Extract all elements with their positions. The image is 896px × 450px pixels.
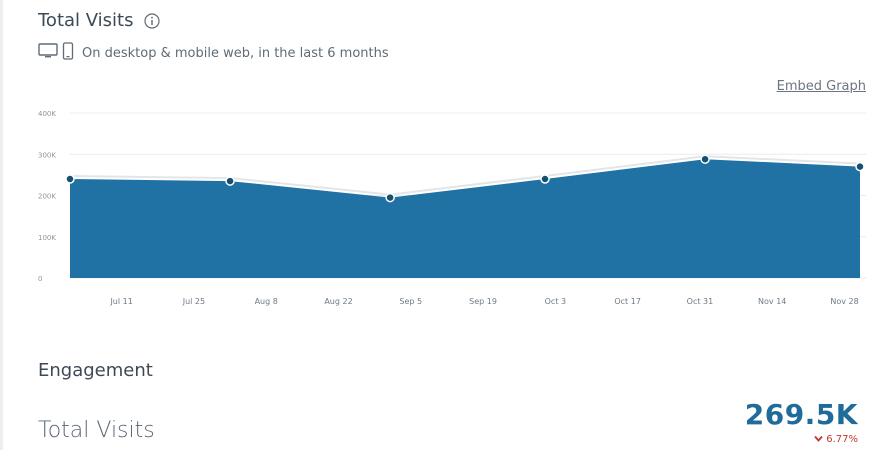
visits-area-chart: 0 100K 200K 300K 400K Jul 11 Jul 25 Aug 8 Aug 22… xyxy=(38,110,866,306)
left-border xyxy=(0,0,3,450)
x-tick-label: Nov 28 xyxy=(830,297,858,306)
total-visits-label: Total Visits xyxy=(38,418,155,443)
chart-header: Total Visits xyxy=(38,10,160,31)
total-visits-value: 269.5K xyxy=(744,398,858,431)
chevron-down-icon xyxy=(814,434,823,445)
chart-subtitle: On desktop & mobile web, in the last 6 m… xyxy=(82,45,389,61)
y-tick-label: 200K xyxy=(38,193,56,201)
embed-graph-link[interactable]: Embed Graph xyxy=(776,79,866,94)
y-tick-label: 400K xyxy=(38,110,56,118)
data-point xyxy=(65,174,75,184)
x-tick-label: Aug 8 xyxy=(255,297,278,306)
data-point xyxy=(540,174,550,184)
x-tick-label: Nov 14 xyxy=(758,297,786,306)
data-point xyxy=(385,192,395,203)
x-tick-label: Jul 25 xyxy=(182,297,205,306)
x-tick-label: Oct 3 xyxy=(545,297,566,306)
data-point xyxy=(225,176,235,186)
y-tick-label: 0 xyxy=(38,275,42,283)
area-halo xyxy=(69,155,861,196)
desktop-icon xyxy=(38,43,58,63)
total-visits-change: 6.77% xyxy=(814,434,858,445)
y-tick-label: 300K xyxy=(38,151,56,159)
data-point xyxy=(700,154,710,164)
visits-area xyxy=(70,159,860,278)
total-visits-change-value: 6.77% xyxy=(826,434,858,445)
x-tick-label: Aug 22 xyxy=(324,297,352,306)
x-tick-label: Sep 19 xyxy=(469,297,497,306)
x-tick-label: Sep 5 xyxy=(399,297,422,306)
chart-title: Total Visits xyxy=(38,10,134,31)
info-icon[interactable] xyxy=(143,12,160,29)
engagement-heading: Engagement xyxy=(38,360,153,381)
chart-subtitle-row: On desktop & mobile web, in the last 6 m… xyxy=(38,42,389,64)
x-tick-label: Oct 17 xyxy=(614,297,641,306)
data-point xyxy=(855,161,865,172)
x-tick-label: Jul 11 xyxy=(109,297,132,306)
mobile-icon xyxy=(62,42,74,64)
y-tick-label: 100K xyxy=(38,234,56,242)
x-tick-label: Oct 31 xyxy=(687,297,714,306)
